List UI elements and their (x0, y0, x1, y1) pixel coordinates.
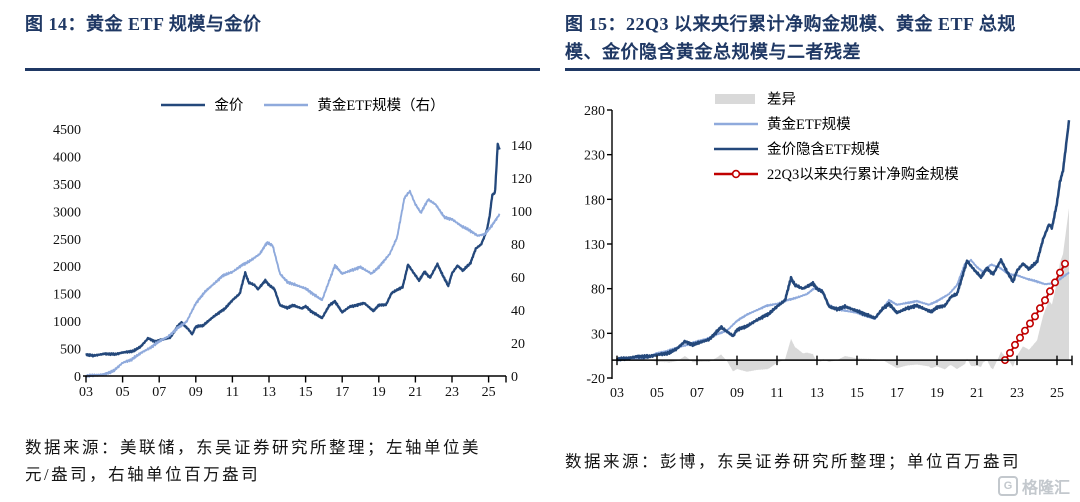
figure-15-title-underline (565, 68, 1080, 71)
svg-text:60: 60 (511, 271, 525, 286)
figure-15-title: 图 15：22Q3 以来央行累计净购金规模、黄金 ETF 总规 模、金价隐含黄金… (565, 0, 1080, 68)
svg-text:09: 09 (189, 385, 203, 400)
svg-text:03: 03 (79, 385, 93, 400)
svg-text:21: 21 (408, 385, 422, 400)
svg-text:30: 30 (591, 327, 605, 342)
gelonghui-brand-text: 格隆汇 (1021, 480, 1070, 497)
figure-15-source: 数据来源：彭博，东吴证券研究所整理；单位百万盎司 (565, 448, 1080, 475)
svg-text:280: 280 (584, 104, 605, 119)
svg-text:4500: 4500 (53, 123, 81, 138)
svg-text:180: 180 (584, 193, 605, 208)
svg-text:05: 05 (116, 385, 130, 400)
source-line: 数据来源：美联储，东吴证券研究所整理；左轴单位美 (25, 438, 481, 457)
svg-text:17: 17 (335, 385, 349, 400)
svg-text:20: 20 (511, 337, 525, 352)
figure-14-title-underline (25, 68, 540, 71)
svg-text:230: 230 (584, 149, 605, 164)
figure-15-chart: 03 05 07 09 11 13 15 17 19 21 23 25 -20 30 80 130 180 230… (584, 104, 1073, 401)
svg-text:3500: 3500 (53, 178, 81, 193)
svg-text:19: 19 (930, 386, 944, 401)
legend-item: 金价 (160, 94, 243, 115)
svg-text:80: 80 (591, 283, 605, 298)
legend-label: 黄金ETF规模 (767, 117, 851, 133)
svg-text:07: 07 (152, 385, 166, 400)
legend-label: 差异 (767, 92, 796, 108)
svg-text:100: 100 (511, 205, 532, 220)
legend-item: 22Q3以来央行累计净购金规模 (713, 163, 959, 184)
legend-swatch-line-icon (714, 122, 758, 125)
source-line: 元/盎司，右轴单位百万盎司 (25, 465, 261, 484)
svg-text:23: 23 (1010, 386, 1024, 401)
figure-14-chart-area: 03 05 07 09 11 13 15 17 19 21 23 25 0 500 1000 1500 2000… (25, 84, 540, 406)
gelonghui-logo-icon: G (997, 476, 1018, 496)
svg-text:140: 140 (511, 139, 532, 154)
svg-text:25: 25 (1050, 386, 1064, 401)
figure-14-title: 图 14：黄金 ETF 规模与金价 (25, 0, 540, 68)
svg-text:17: 17 (890, 386, 904, 401)
figure-14: 图 14：黄金 ETF 规模与金价 03 05 07 09 11 13 15 17 19 21 23… (25, 0, 540, 488)
svg-text:0: 0 (511, 370, 518, 385)
legend-swatch-line-icon (264, 103, 309, 106)
legend-swatch-line-icon (714, 169, 758, 178)
svg-text:23: 23 (445, 385, 459, 400)
legend-label: 金价隐含ETF规模 (767, 142, 880, 158)
svg-text:3000: 3000 (53, 205, 81, 220)
svg-text:0: 0 (74, 370, 81, 385)
figure-15-title-line: 模、金价隐含黄金总规模与二者残差 (565, 42, 861, 62)
svg-text:15: 15 (850, 386, 864, 401)
svg-text:500: 500 (60, 343, 81, 358)
svg-text:07: 07 (690, 386, 704, 401)
legend-swatch-area-icon (715, 93, 755, 104)
svg-text:19: 19 (372, 385, 386, 400)
figure-15-title-line: 图 15：22Q3 以来央行累计净购金规模、黄金 ETF 总规 (565, 14, 1016, 34)
svg-text:21: 21 (970, 386, 984, 401)
svg-text:13: 13 (810, 386, 824, 401)
svg-text:25: 25 (482, 385, 496, 400)
svg-text:11: 11 (226, 385, 239, 400)
svg-text:15: 15 (299, 385, 313, 400)
svg-text:2500: 2500 (53, 233, 81, 248)
svg-text:40: 40 (511, 304, 525, 319)
figure-14-chart: 03 05 07 09 11 13 15 17 19 21 23 250500100015002000… (53, 123, 532, 400)
legend-item: 黄金ETF规模（右） (263, 94, 445, 115)
legend-label: 22Q3以来央行累计净购金规模 (767, 167, 959, 183)
legend-item: 金价隐含ETF规模 (713, 138, 959, 159)
source-line: 数据来源：彭博，东吴证券研究所整理；单位百万盎司 (565, 452, 1021, 471)
svg-text:05: 05 (650, 386, 664, 401)
legend-swatch-line-icon (714, 147, 758, 150)
svg-text:03: 03 (610, 386, 624, 401)
svg-text:120: 120 (511, 172, 532, 187)
figure-14-source: 数据来源：美联储，东吴证券研究所整理；左轴单位美 元/盎司，右轴单位百万盎司 (25, 434, 540, 488)
axes: 03 05 07 09 11 13 15 17 19 21 23 250500100015002000… (53, 123, 532, 400)
figure-15: 图 15：22Q3 以来央行累计净购金规模、黄金 ETF 总规 模、金价隐含黄金… (565, 0, 1080, 475)
axes: 03 05 07 09 11 13 15 17 19 21 23 25 -20 30 80 130 180 230… (584, 104, 1073, 401)
legend-item: 黄金ETF规模 (713, 113, 959, 134)
legend-swatch-line-icon (161, 103, 206, 106)
figure-15-legend: 差异黄金ETF规模金价隐含ETF规模 22Q3以来央行累计净购金规模 (713, 88, 959, 184)
legend-item: 差异 (713, 88, 959, 109)
svg-text:2000: 2000 (53, 260, 81, 275)
legend-label: 黄金ETF规模（右） (317, 98, 445, 114)
svg-text:11: 11 (770, 386, 783, 401)
svg-text:13: 13 (262, 385, 276, 400)
svg-text:4000: 4000 (53, 150, 81, 165)
figure-14-title-line: 图 14：黄金 ETF 规模与金价 (25, 14, 262, 34)
svg-text:1500: 1500 (53, 288, 81, 303)
svg-text:80: 80 (511, 238, 525, 253)
svg-text:-20: -20 (586, 372, 605, 387)
svg-text:130: 130 (584, 238, 605, 253)
figure-14-legend: 金价 黄金ETF规模（右） (65, 94, 540, 115)
figure-15-chart-area: 03 05 07 09 11 13 15 17 19 21 23 25 -20 30 80 130 180 230… (565, 84, 1080, 406)
gelonghui-watermark: G 格隆汇 (997, 474, 1070, 498)
legend-label: 金价 (214, 98, 244, 114)
svg-text:09: 09 (730, 386, 744, 401)
svg-text:1000: 1000 (53, 315, 81, 330)
